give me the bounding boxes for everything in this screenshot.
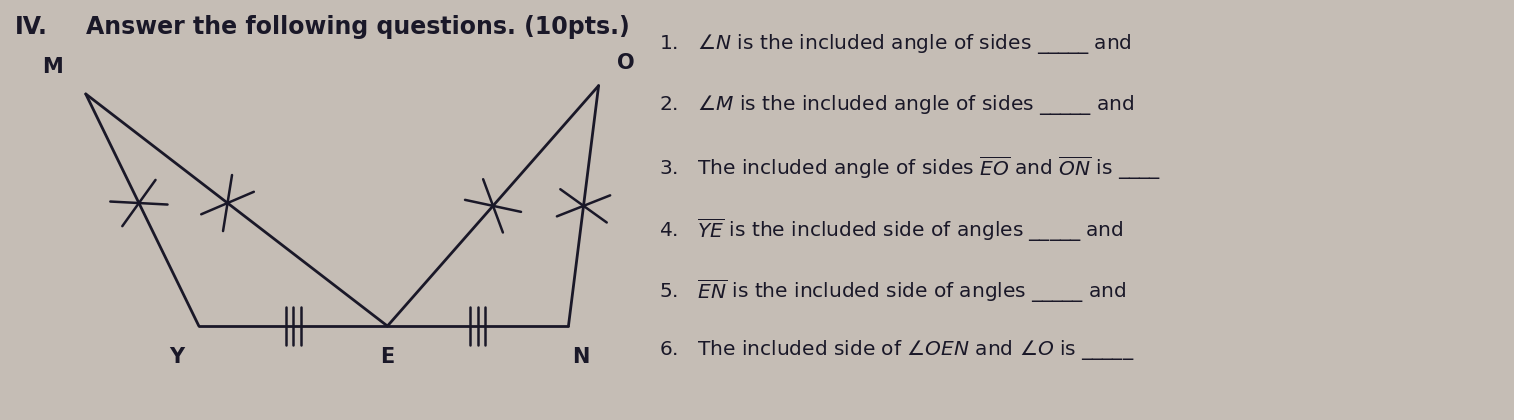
Text: M: M: [42, 57, 64, 77]
Text: 3.   The included angle of sides $\overline{EO}$ and $\overline{ON}$ is ____: 3. The included angle of sides $\overlin…: [659, 155, 1161, 182]
Text: 5.   $\overline{EN}$ is the included side of angles _____ and: 5. $\overline{EN}$ is the included side …: [659, 277, 1126, 305]
Text: Y: Y: [168, 347, 183, 367]
Text: 4.   $\overline{YE}$ is the included side of angles _____ and: 4. $\overline{YE}$ is the included side …: [659, 216, 1123, 244]
Text: O: O: [616, 53, 634, 73]
Text: 1.   $\angle N$ is the included angle of sides _____ and: 1. $\angle N$ is the included angle of s…: [659, 32, 1131, 56]
Text: 6.   The included side of $\angle OEN$ and $\angle O$ is _____: 6. The included side of $\angle OEN$ and…: [659, 339, 1134, 362]
Text: IV.: IV.: [15, 15, 48, 39]
Text: E: E: [380, 347, 395, 367]
Text: N: N: [572, 347, 589, 367]
Text: 2.   $\angle M$ is the included angle of sides _____ and: 2. $\angle M$ is the included angle of s…: [659, 93, 1134, 117]
Text: Answer the following questions. (10pts.): Answer the following questions. (10pts.): [86, 15, 630, 39]
